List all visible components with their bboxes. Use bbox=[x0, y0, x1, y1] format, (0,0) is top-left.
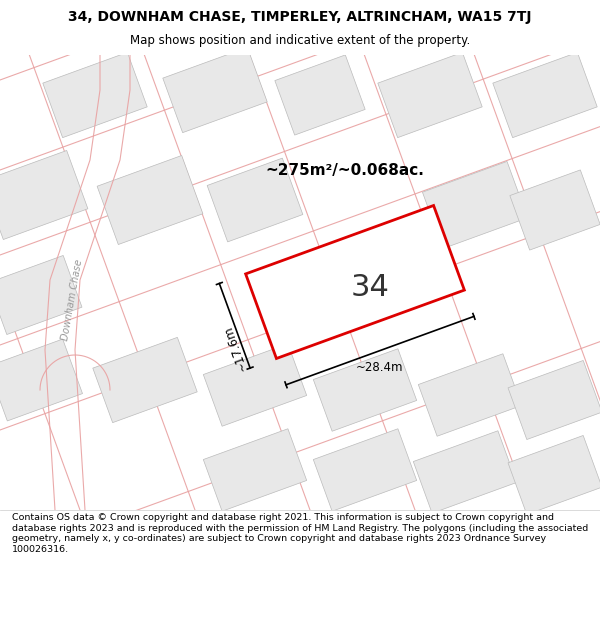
Polygon shape bbox=[313, 349, 416, 431]
Polygon shape bbox=[418, 354, 521, 436]
Polygon shape bbox=[43, 52, 147, 138]
Polygon shape bbox=[93, 338, 197, 422]
Polygon shape bbox=[245, 206, 464, 359]
Polygon shape bbox=[413, 431, 517, 513]
Polygon shape bbox=[163, 48, 267, 132]
Polygon shape bbox=[203, 429, 307, 511]
Polygon shape bbox=[508, 436, 600, 514]
Polygon shape bbox=[493, 52, 597, 138]
Polygon shape bbox=[207, 158, 303, 242]
Polygon shape bbox=[378, 52, 482, 138]
Polygon shape bbox=[0, 256, 82, 334]
Polygon shape bbox=[510, 170, 600, 250]
Text: 34: 34 bbox=[350, 272, 389, 301]
Text: Contains OS data © Crown copyright and database right 2021. This information is : Contains OS data © Crown copyright and d… bbox=[12, 514, 588, 554]
Text: 34, DOWNHAM CHASE, TIMPERLEY, ALTRINCHAM, WA15 7TJ: 34, DOWNHAM CHASE, TIMPERLEY, ALTRINCHAM… bbox=[68, 10, 532, 24]
Text: Map shows position and indicative extent of the property.: Map shows position and indicative extent… bbox=[130, 34, 470, 47]
Text: ~28.4m: ~28.4m bbox=[356, 361, 404, 374]
Polygon shape bbox=[313, 429, 416, 511]
Polygon shape bbox=[97, 156, 203, 244]
Polygon shape bbox=[275, 55, 365, 135]
Text: Downham Chase: Downham Chase bbox=[60, 259, 84, 341]
Polygon shape bbox=[203, 344, 307, 426]
Polygon shape bbox=[508, 361, 600, 439]
Polygon shape bbox=[422, 161, 527, 249]
Text: ~17.6m: ~17.6m bbox=[221, 324, 249, 372]
Polygon shape bbox=[0, 339, 83, 421]
Polygon shape bbox=[0, 151, 88, 239]
Text: ~275m²/~0.068ac.: ~275m²/~0.068ac. bbox=[266, 162, 424, 177]
